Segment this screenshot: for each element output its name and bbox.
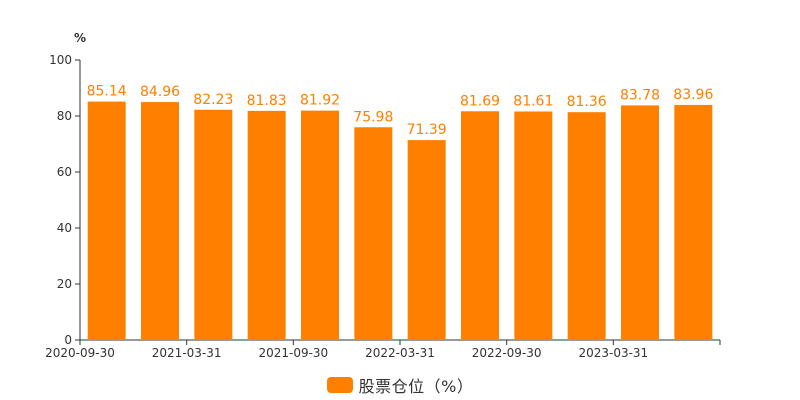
data-label: 75.98 [353, 109, 393, 125]
y-tick-label: 20 [57, 277, 72, 291]
bar[interactable] [194, 109, 233, 340]
data-label: 81.92 [300, 93, 340, 109]
bar[interactable] [461, 111, 499, 340]
y-tick-label: 80 [57, 109, 72, 123]
y-axis-unit-label: % [74, 31, 86, 45]
y-tick-label: 100 [49, 53, 72, 67]
x-tick-label: 2021-03-31 [152, 346, 222, 360]
bar[interactable] [407, 140, 446, 340]
y-tick-label: 60 [57, 165, 72, 179]
bar[interactable] [514, 111, 553, 340]
data-label: 83.78 [620, 87, 660, 103]
x-tick-label: 2020-09-30 [45, 346, 115, 360]
bar[interactable] [87, 101, 126, 340]
y-tick-label: 40 [57, 221, 72, 235]
legend-label: 股票仓位（%） [358, 377, 474, 396]
bar[interactable] [674, 104, 713, 340]
data-label: 71.39 [407, 122, 447, 138]
data-label: 85.14 [87, 84, 127, 100]
x-tick-label: 2021-09-30 [258, 346, 328, 360]
bar[interactable] [621, 105, 659, 340]
data-label: 81.69 [460, 93, 500, 109]
data-label: 84.96 [140, 84, 180, 100]
x-tick-label: 2023-03-31 [578, 346, 648, 360]
y-tick-label: 0 [64, 333, 72, 347]
bar[interactable] [141, 102, 179, 340]
x-axis: 2020-09-30 2021-03-31 2021-09-30 2022-03-31… [45, 339, 721, 360]
data-label: 83.96 [673, 87, 713, 103]
x-tick-label: 2022-03-31 [365, 346, 435, 360]
data-label: 82.23 [193, 92, 233, 108]
data-label: 81.83 [247, 93, 287, 109]
bar[interactable] [567, 112, 606, 340]
data-labels: 85.14 84.96 82.23 81.83 81.92 75.98 71.39 81.69… [87, 84, 714, 139]
bar[interactable] [354, 127, 393, 340]
bar-series[interactable] [87, 101, 713, 341]
data-label: 81.61 [513, 93, 553, 109]
legend[interactable]: 股票仓位（%） [0, 373, 800, 397]
data-label: 81.36 [567, 94, 607, 110]
bar[interactable] [301, 110, 339, 341]
y-axis: 0 20 40 60 80 100 [49, 53, 81, 347]
legend-swatch [326, 377, 353, 393]
x-tick-label: 2022-09-30 [472, 346, 542, 360]
bar[interactable] [247, 110, 286, 340]
